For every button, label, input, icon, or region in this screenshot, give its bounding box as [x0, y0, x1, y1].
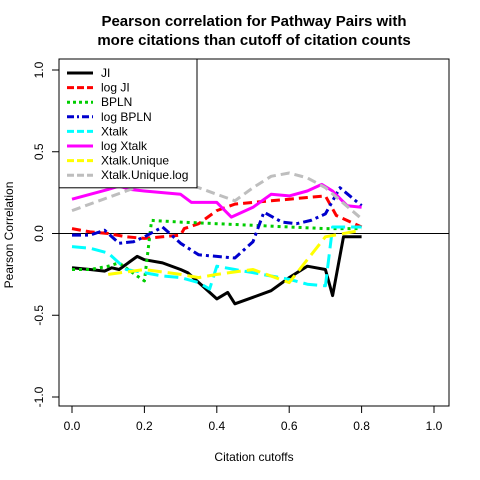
- chart-title-line-2: more citations than cutoff of citation c…: [97, 32, 410, 49]
- x-tick-label: 1.0: [426, 419, 443, 433]
- legend-label: log JI: [101, 81, 130, 95]
- legend-label: Xtalk.Unique.log: [101, 168, 188, 182]
- chart-title-line-1: Pearson correlation for Pathway Pairs wi…: [101, 13, 406, 30]
- legend-label: BPLN: [101, 95, 132, 109]
- axes-layer: 0.0 0.2 0.4 0.6 0.8 1.0 -1.0 -0.5 0.0 0.5 1.0: [32, 58, 450, 433]
- y-tick-label: -1.0: [32, 386, 46, 407]
- legend-label: JI: [101, 66, 110, 80]
- legend-item: Xtalk: [67, 124, 129, 138]
- series-line-xtalk-unique: [107, 228, 362, 285]
- legend-label: log BPLN: [101, 110, 152, 124]
- y-tick-label: 0.5: [32, 143, 46, 160]
- series-line-bpln: [72, 218, 362, 283]
- legend-item: log Xtalk: [67, 139, 148, 153]
- legend-label: Xtalk: [101, 124, 129, 138]
- series-line-log-bpln: [72, 186, 363, 260]
- x-tick-label: 0.6: [281, 419, 298, 433]
- legend-item: log JI: [67, 81, 130, 95]
- legend-label: Xtalk.Unique: [101, 154, 169, 168]
- x-tick-label: 0.2: [136, 419, 153, 433]
- x-axis: 0.0 0.2 0.4 0.6 0.8 1.0: [64, 405, 443, 433]
- series-line-xtalk: [71, 225, 362, 291]
- series-layer: [71, 171, 363, 306]
- series-line-ji: [71, 235, 362, 306]
- y-tick-label: 1.0: [32, 61, 46, 78]
- legend-item: log BPLN: [67, 110, 152, 124]
- y-axis-label: Pearson Correlation: [2, 182, 16, 289]
- y-tick-label: -0.5: [32, 305, 46, 326]
- legend-item: Xtalk.Unique.log: [67, 168, 188, 182]
- legend-item: JI: [67, 66, 110, 80]
- x-axis-label: Citation cutoffs: [214, 450, 293, 464]
- x-tick-label: 0.0: [64, 419, 81, 433]
- y-tick-label: 0.0: [32, 225, 46, 242]
- x-tick-label: 0.8: [353, 419, 370, 433]
- legend-label: log Xtalk: [101, 139, 148, 153]
- legend-box: [58, 58, 198, 189]
- y-axis: -1.0 -0.5 0.0 0.5 1.0: [32, 61, 60, 407]
- series-line-log-ji: [71, 194, 363, 240]
- legend-item: Xtalk.Unique: [67, 154, 169, 168]
- x-tick-label: 0.4: [208, 419, 225, 433]
- series-line-log-xtalk: [71, 182, 362, 219]
- legend-item: BPLN: [67, 95, 132, 109]
